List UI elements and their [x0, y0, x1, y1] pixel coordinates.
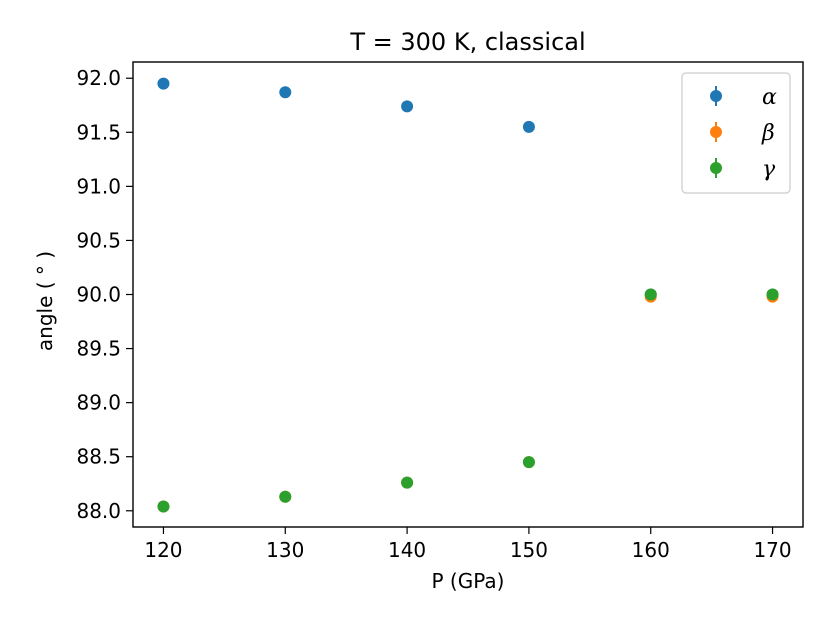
y-tick-label: 89.5	[76, 337, 121, 361]
legend-label-2: γ	[762, 157, 776, 182]
point-series-0	[279, 86, 292, 99]
y-tick-label: 90.0	[76, 283, 121, 307]
point-series-2	[401, 476, 414, 489]
legend-marker-1	[710, 126, 722, 138]
y-tick-label: 91.5	[76, 120, 121, 144]
x-axis-label: P (GPa)	[432, 569, 505, 593]
x-tick-label: 120	[144, 538, 182, 562]
legend-label-1: β	[761, 121, 775, 146]
point-series-2	[157, 500, 170, 513]
point-series-0	[522, 120, 535, 133]
y-tick-label: 90.5	[76, 228, 121, 252]
chart-title: T = 300 K, classical	[349, 28, 585, 56]
data-points	[157, 77, 779, 513]
legend-label-0: α	[762, 85, 777, 110]
legend-marker-0	[710, 90, 722, 102]
point-series-2	[644, 288, 657, 301]
y-tick-label: 92.0	[76, 66, 121, 90]
legend: αβγ	[681, 72, 791, 194]
point-series-0	[157, 77, 170, 90]
x-tick-label: 150	[510, 538, 548, 562]
x-tick-label: 160	[632, 538, 670, 562]
y-tick-label: 91.0	[76, 174, 121, 198]
point-series-0	[401, 100, 414, 113]
legend-marker-2	[710, 162, 722, 174]
y-tick-label: 88.5	[76, 445, 121, 469]
point-series-2	[279, 490, 292, 503]
plot-frame	[132, 61, 804, 528]
point-series-2	[766, 288, 779, 301]
legend-box	[681, 72, 791, 194]
y-axis-ticks: 88.0 88.5 89.0 89.5 90.0 90.5 91.0 91.5 92.0	[76, 66, 133, 523]
y-tick-label: 88.0	[76, 499, 121, 523]
x-axis-ticks: 120 130 140 150 160 170	[144, 527, 792, 562]
y-tick-label: 89.0	[76, 391, 121, 415]
y-axis-label: angle ( ° )	[33, 251, 57, 351]
point-series-2	[522, 456, 535, 469]
x-tick-label: 170	[753, 538, 791, 562]
x-tick-label: 140	[388, 538, 426, 562]
x-tick-label: 130	[266, 538, 304, 562]
